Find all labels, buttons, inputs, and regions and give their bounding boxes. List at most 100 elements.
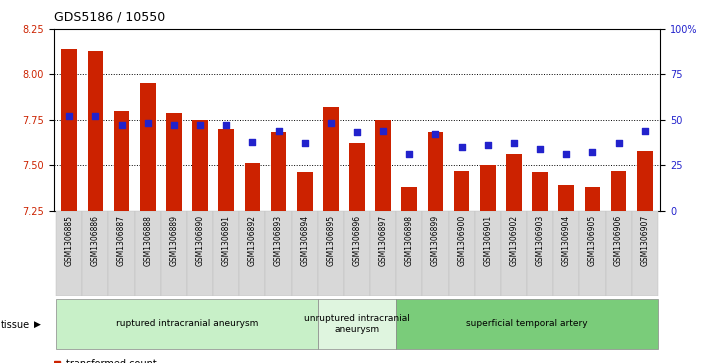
Bar: [161, 211, 187, 296]
Bar: [109, 211, 135, 296]
Bar: [88, 51, 104, 211]
Bar: [480, 165, 496, 211]
Text: superficial temporal artery: superficial temporal artery: [466, 319, 588, 329]
Text: ▶: ▶: [34, 321, 41, 329]
Bar: [532, 172, 548, 211]
Point: [64, 113, 75, 119]
Text: unruptured intracranial
aneurysm: unruptured intracranial aneurysm: [304, 314, 410, 334]
Bar: [218, 129, 234, 211]
Point: [169, 122, 180, 128]
Text: GSM1306907: GSM1306907: [640, 215, 649, 266]
Bar: [376, 120, 391, 211]
Bar: [423, 211, 448, 296]
Text: GDS5186 / 10550: GDS5186 / 10550: [54, 11, 165, 24]
Text: GSM1306903: GSM1306903: [536, 215, 545, 266]
Point: [273, 128, 284, 134]
Bar: [527, 211, 553, 296]
Bar: [239, 211, 266, 296]
Bar: [291, 211, 318, 296]
Text: GSM1306900: GSM1306900: [457, 215, 466, 266]
Bar: [579, 211, 605, 296]
FancyBboxPatch shape: [396, 299, 658, 349]
Point: [351, 130, 363, 135]
Bar: [501, 211, 527, 296]
Bar: [396, 211, 423, 296]
Bar: [82, 211, 109, 296]
Bar: [401, 187, 417, 211]
Point: [194, 122, 206, 128]
Text: GSM1306886: GSM1306886: [91, 215, 100, 266]
Point: [221, 122, 232, 128]
Point: [90, 113, 101, 119]
Text: GSM1306891: GSM1306891: [222, 215, 231, 266]
Bar: [318, 211, 344, 296]
Bar: [61, 49, 77, 211]
Point: [560, 151, 572, 157]
Point: [246, 139, 258, 144]
Text: GSM1306895: GSM1306895: [326, 215, 336, 266]
Point: [508, 140, 520, 146]
Point: [299, 140, 311, 146]
Bar: [56, 211, 82, 296]
Bar: [610, 171, 626, 211]
Bar: [114, 111, 129, 211]
Bar: [297, 172, 313, 211]
Text: GSM1306892: GSM1306892: [248, 215, 257, 266]
Bar: [585, 187, 600, 211]
Text: GSM1306897: GSM1306897: [378, 215, 388, 266]
Bar: [475, 211, 501, 296]
Bar: [166, 113, 182, 211]
Point: [456, 144, 468, 150]
Point: [142, 121, 154, 126]
Bar: [349, 143, 365, 211]
Point: [482, 142, 493, 148]
Point: [613, 140, 624, 146]
Bar: [271, 132, 286, 211]
Bar: [266, 211, 291, 296]
Bar: [135, 211, 161, 296]
Bar: [244, 163, 260, 211]
Text: GSM1306889: GSM1306889: [169, 215, 178, 266]
Bar: [344, 211, 370, 296]
Point: [430, 131, 441, 137]
Bar: [637, 151, 653, 211]
Point: [639, 128, 650, 134]
Bar: [192, 120, 208, 211]
Text: ruptured intracranial aneurysm: ruptured intracranial aneurysm: [116, 319, 258, 329]
Text: GSM1306893: GSM1306893: [274, 215, 283, 266]
Point: [403, 151, 415, 157]
Text: GSM1306888: GSM1306888: [144, 215, 152, 266]
Text: GSM1306902: GSM1306902: [510, 215, 518, 266]
Bar: [506, 154, 522, 211]
Bar: [187, 211, 213, 296]
Bar: [213, 211, 239, 296]
Bar: [558, 185, 574, 211]
Bar: [323, 107, 338, 211]
Bar: [448, 211, 475, 296]
Text: GSM1306906: GSM1306906: [614, 215, 623, 266]
Text: GSM1306898: GSM1306898: [405, 215, 414, 266]
Bar: [370, 211, 396, 296]
Bar: [140, 83, 156, 211]
Point: [534, 146, 545, 152]
Bar: [553, 211, 579, 296]
Point: [325, 121, 336, 126]
Point: [116, 122, 127, 128]
Text: GSM1306887: GSM1306887: [117, 215, 126, 266]
Text: tissue: tissue: [1, 320, 30, 330]
FancyBboxPatch shape: [318, 299, 396, 349]
Text: transformed count: transformed count: [66, 359, 156, 363]
Text: GSM1306901: GSM1306901: [483, 215, 492, 266]
Bar: [428, 132, 443, 211]
Text: GSM1306899: GSM1306899: [431, 215, 440, 266]
Text: GSM1306885: GSM1306885: [65, 215, 74, 266]
Text: GSM1306904: GSM1306904: [562, 215, 570, 266]
Point: [587, 150, 598, 155]
Bar: [454, 171, 470, 211]
Bar: [632, 211, 658, 296]
Bar: [605, 211, 632, 296]
FancyBboxPatch shape: [56, 299, 318, 349]
Text: GSM1306896: GSM1306896: [353, 215, 361, 266]
Text: GSM1306890: GSM1306890: [196, 215, 204, 266]
Text: GSM1306894: GSM1306894: [300, 215, 309, 266]
